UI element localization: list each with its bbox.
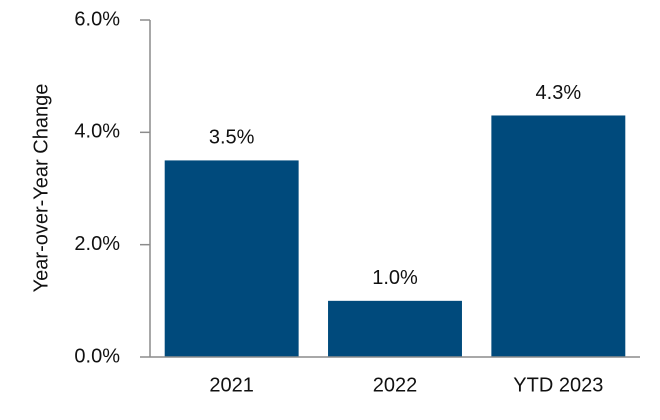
value-label: 4.3% <box>536 82 582 104</box>
value-label: 3.5% <box>209 127 255 149</box>
x-tick-label: 2021 <box>209 374 254 396</box>
value-label: 1.0% <box>372 267 418 289</box>
y-tick-label: 6.0% <box>74 8 120 30</box>
y-tick-label: 2.0% <box>74 233 120 255</box>
bar <box>491 115 626 357</box>
y-tick-label: 4.0% <box>74 121 120 143</box>
x-tick-label: YTD 2023 <box>513 374 603 396</box>
bar <box>164 160 299 357</box>
y-tick-label: 0.0% <box>74 345 120 367</box>
bar <box>328 300 462 357</box>
x-tick-label: 2022 <box>373 374 418 396</box>
y-axis-label: Year-over-Year Change <box>30 84 52 293</box>
